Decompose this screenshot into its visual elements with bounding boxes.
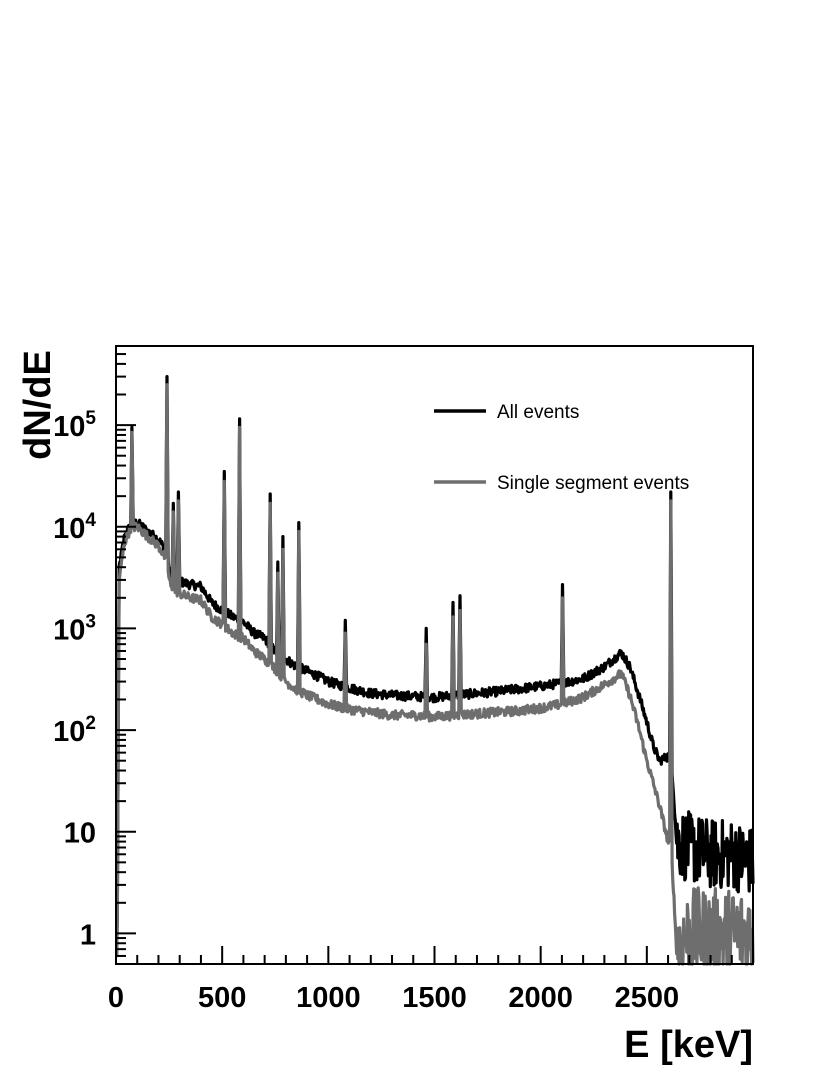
x-tick-label: 1000 (296, 982, 361, 1014)
x-axis-title: E [keV] (624, 1024, 753, 1066)
x-tick-label: 2500 (615, 982, 680, 1014)
series-line-all-events (115, 375, 755, 955)
x-tick-label: 500 (198, 982, 246, 1014)
y-tick-exponent: 3 (85, 611, 96, 632)
legend: All events Single segment events (434, 402, 689, 494)
y-tick-label: 104 (53, 510, 96, 545)
series-line-single-segment-events (115, 383, 755, 966)
y-tick-label: 1 (80, 919, 96, 951)
y-tick-label: 103 (53, 611, 96, 646)
y-tick-label: 10 (64, 818, 96, 850)
y-axis-title: dN/dE (17, 350, 59, 460)
x-tick-label: 2000 (508, 982, 573, 1014)
legend-label-single-segment-events: Single segment events (497, 473, 689, 494)
x-tick-label: 1500 (402, 982, 467, 1014)
x-tick-label: 0 (108, 982, 124, 1014)
legend-label-all-events: All events (497, 402, 579, 423)
series-layer (115, 375, 755, 966)
y-tick-label: 105 (53, 408, 96, 443)
tick-layer: 0 500 1000 1500 2000 2500 1 10 102 103 104 105 (53, 345, 754, 1014)
plot-frame (115, 345, 754, 965)
y-tick-label: 102 (53, 713, 96, 748)
y-tick-exponent: 5 (85, 408, 96, 429)
y-tick-exponent: 4 (85, 510, 96, 531)
y-tick-exponent: 2 (85, 713, 96, 734)
